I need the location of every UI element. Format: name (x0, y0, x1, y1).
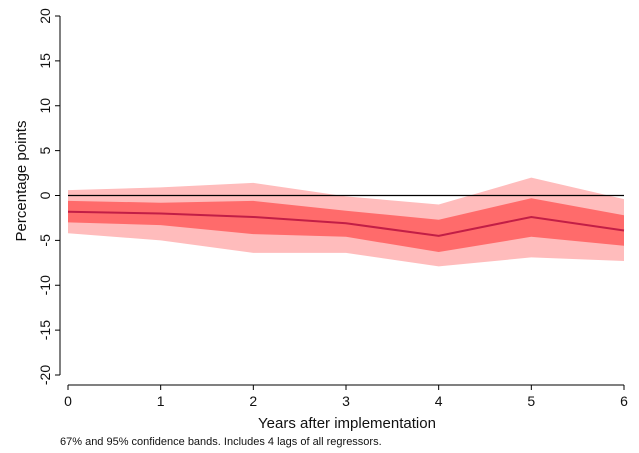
y-tick-label: -15 (37, 320, 53, 340)
y-tick-label: 15 (37, 53, 53, 69)
x-tick-label: 1 (157, 393, 165, 409)
x-tick-label: 6 (620, 393, 628, 409)
y-tick-label: -10 (37, 275, 53, 295)
y-axis-ticks: -20 -15 -10 -5 0 5 10 15 20 (37, 8, 60, 385)
x-tick-label: 2 (249, 393, 257, 409)
x-tick-label: 5 (527, 393, 535, 409)
y-tick-label: 20 (37, 8, 53, 24)
band-67 (68, 198, 624, 252)
x-tick-label: 3 (342, 393, 350, 409)
y-tick-label: -20 (37, 365, 53, 385)
axes: -20 -15 -10 -5 0 5 10 15 20 0 1 2 3 4 5 6 (37, 8, 628, 409)
x-tick-label: 0 (64, 393, 72, 409)
y-tick-label: 10 (37, 98, 53, 114)
y-tick-label: 5 (37, 147, 53, 155)
y-axis-title: Percentage points (13, 121, 30, 242)
x-tick-label: 4 (435, 393, 443, 409)
point-estimate-line (67, 210, 625, 237)
confidence-bands (68, 177, 624, 267)
x-axis-ticks: 0 1 2 3 4 5 6 (64, 385, 628, 409)
chart-note: 67% and 95% confidence bands. Includes 4… (60, 436, 382, 448)
x-axis-title: Years after implementation (258, 415, 436, 432)
y-tick-label: 0 (37, 191, 53, 199)
y-tick-label: -5 (37, 234, 53, 247)
